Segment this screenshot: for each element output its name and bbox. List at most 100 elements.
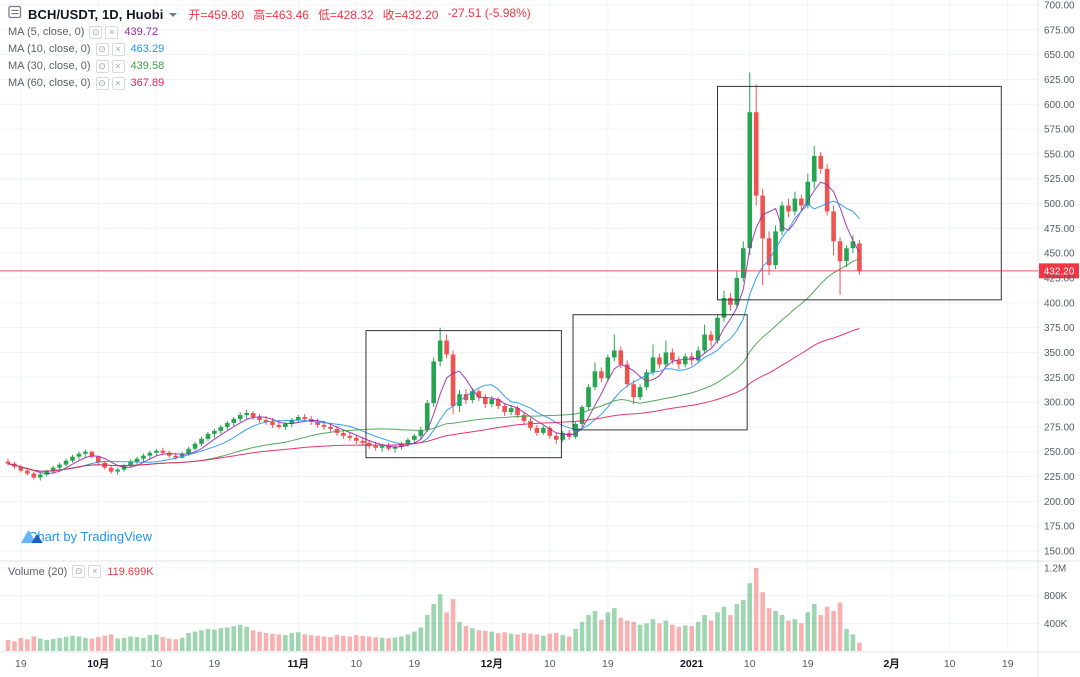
volume-bar [670,624,675,651]
volume-bar [366,636,372,651]
candle-body [553,435,559,440]
volume-label-text[interactable]: Volume (20) [8,565,68,578]
tradingview-attribution[interactable]: Chart by TradingView [20,529,152,544]
candle-body [270,421,275,425]
ohlc-item: 低=428.32 [317,7,374,22]
indicator-hide-icon[interactable]: ⊙ [95,42,109,56]
annotation-box[interactable] [572,314,748,431]
volume-bar [463,626,469,651]
volume-bar [586,615,591,651]
candle-body [541,427,546,433]
candle-body [760,195,765,239]
volume-bar [612,608,617,651]
volume-bar [141,637,146,651]
volume-bar [283,635,288,651]
candle-body [721,297,727,318]
candle-body [315,421,320,425]
candle-body [741,248,746,278]
volume-bar [857,642,862,651]
indicator-close-icon[interactable]: × [111,76,125,90]
ma-line [7,328,860,472]
volume-indicator-label: Volume (20) ⊙ × 119.699K [8,565,154,578]
candle-body [354,437,359,441]
volume-bar [560,635,565,651]
candle-body [799,198,804,206]
candle-body [141,455,146,459]
volume-bar [354,635,359,651]
volume-bar [250,630,256,651]
time-tick-label: 19 [15,658,27,670]
ohlc-item: 收=432.20 [382,7,439,22]
indicator-close-icon[interactable]: × [111,59,125,73]
candle-body [70,456,75,461]
annotation-box[interactable] [365,330,562,459]
volume-bar [308,635,314,651]
volume-bar [186,633,191,651]
volume-bar [624,620,630,651]
volume-bar [321,636,327,651]
tradingview-attribution-text: Chart by TradingView [28,529,153,544]
indicator-close-icon[interactable]: × [88,565,102,578]
candle-body [231,418,237,423]
indicator-hide-icon[interactable]: ⊙ [72,565,86,578]
candle-body [792,198,798,212]
volume-bar [515,634,520,651]
time-tick-label: 11月 [287,658,309,670]
time-tick-label: 10 [350,658,362,670]
volume-bar [160,637,166,651]
candle-body [186,448,191,454]
candle-body [508,408,514,413]
annotation-box[interactable] [717,85,1002,301]
volume-bar [218,628,224,651]
volume-bar [289,633,295,651]
candle-body [225,422,230,427]
price-tick-label: 325.00 [1044,373,1075,384]
candle-body [811,155,817,182]
candle-body [373,445,378,448]
volume-bar [476,630,482,651]
candle-body [166,452,172,456]
volume-bar [199,630,204,651]
candle-body [115,469,120,472]
chart-menu-icon[interactable] [8,5,22,21]
time-axis[interactable]: 19 10月 10 19 11月 10 19 12月 10 19 2021 10 19 2月 10 19 [15,658,1014,670]
chevron-down-icon[interactable] [168,13,177,17]
indicator-close-icon[interactable]: × [105,25,119,39]
volume-bar [741,599,746,651]
annotation-boxes[interactable] [365,85,1002,459]
volume-bar [276,634,282,651]
candle-body [476,391,482,398]
indicator-hide-icon[interactable]: ⊙ [89,25,103,39]
volume-bar [650,619,656,651]
volume-bar [418,627,424,651]
ohlc-item: -27.51 (-5.98%) [447,5,531,20]
volume-bar [695,621,701,651]
volume-bar [811,603,817,651]
volume-bar [753,568,759,651]
time-tick-label: 10月 [87,658,109,670]
price-axis[interactable]: 700.00 675.00 650.00 625.00 600.00 575.00 550.… [1044,1,1075,630]
indicator-close-icon[interactable]: × [111,42,125,56]
indicator-hide-icon[interactable]: ⊙ [95,59,109,73]
ma-label[interactable]: MA (10, close, 0) [8,43,91,55]
symbol-title[interactable]: BCH/USDT, 1D, Huobi [28,6,164,22]
candle-body [702,334,707,351]
candle-body [618,350,624,365]
indicator-hide-icon[interactable]: ⊙ [95,76,109,90]
volume-tick-label: 400K [1044,619,1068,630]
ma-label[interactable]: MA (30, close, 0) [8,60,91,72]
candle-body [5,461,11,464]
volume-bar [747,583,753,651]
volume-bar [173,639,178,651]
volume-bar [805,612,811,651]
candle-body [837,241,843,262]
ma-label[interactable]: MA (60, close, 0) [8,77,91,89]
volume-bar [502,632,507,651]
candle-body [341,432,346,436]
volume-bar [605,612,611,651]
ma-label[interactable]: MA (5, close, 0) [8,26,85,38]
candle-body [650,357,656,373]
price-tick-label: 200.00 [1044,497,1075,508]
volume-bar [444,612,449,651]
